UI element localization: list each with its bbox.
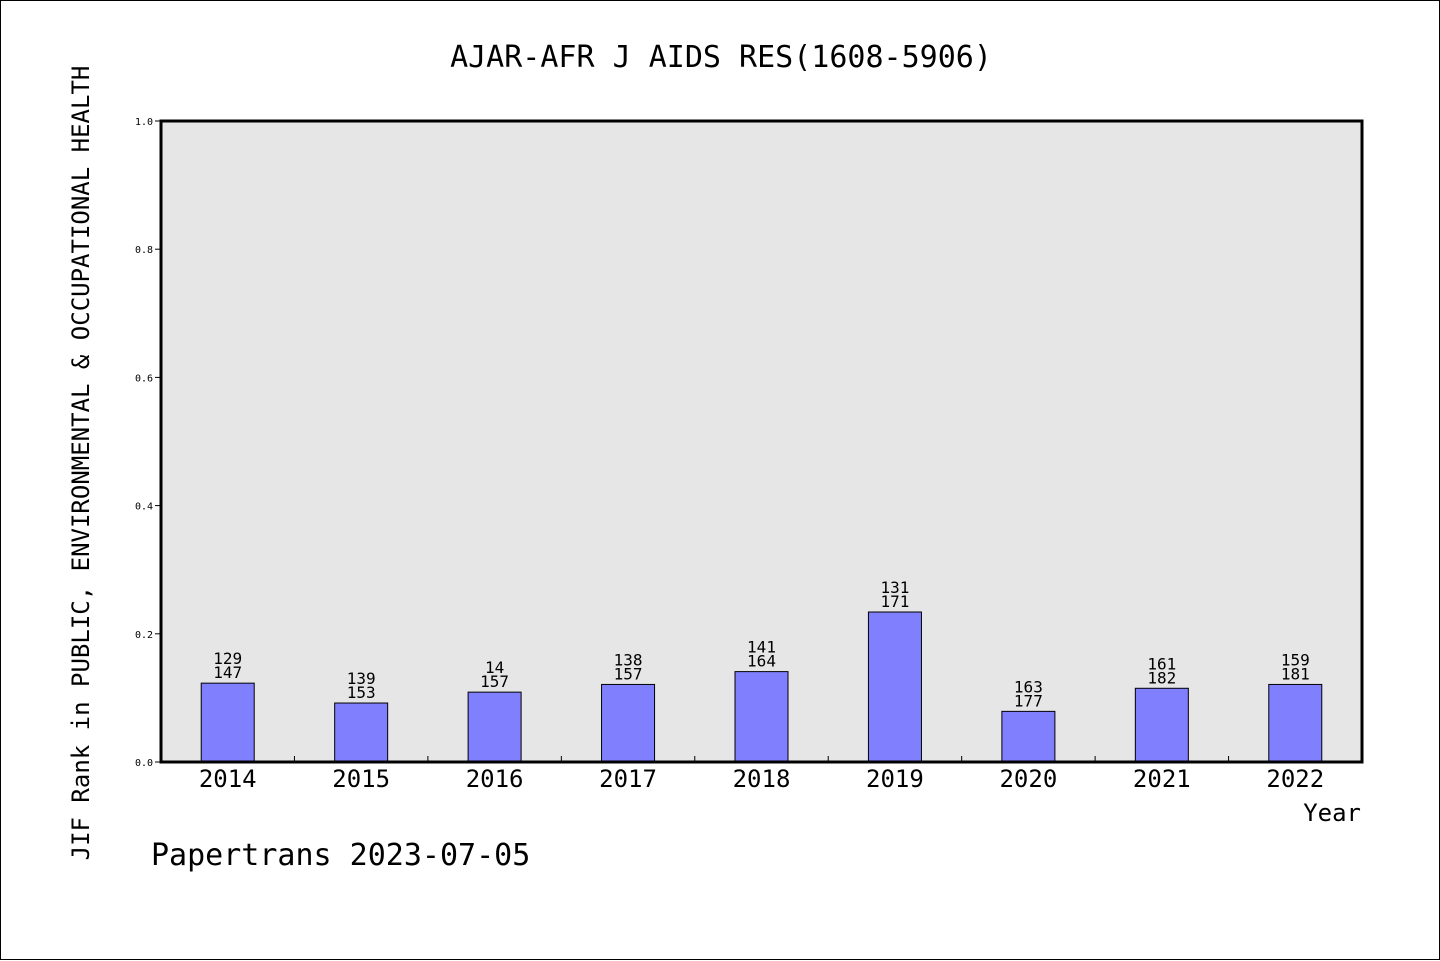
x-tick-label: 2015: [332, 765, 390, 793]
bars: [200, 611, 1323, 763]
x-tick-label: 2022: [1266, 765, 1324, 793]
y-tick-label: 1.0: [135, 117, 153, 128]
plot-area: [161, 121, 1362, 762]
bar-label-total: 153: [347, 683, 376, 702]
x-tick-label: 2018: [733, 765, 791, 793]
y-axis-ticks: 0.0 0.2 0.4 0.6 0.8 1.0: [135, 117, 161, 769]
x-tick-label: 2016: [466, 765, 524, 793]
bar-label-rank: 141: [747, 638, 776, 657]
bar: [867, 611, 922, 763]
plot-border: [159, 119, 1364, 764]
y-axis-label: JIF Rank in PUBLIC, ENVIRONMENTAL & OCCU…: [67, 66, 95, 861]
x-axis-ticks: 2014 2015 2016 2017 2018 2019 2020 2021 2022: [199, 756, 1324, 793]
x-axis-label: Year: [1303, 799, 1361, 827]
y-tick-label: 0.2: [135, 630, 153, 641]
bar-label-rank: 138: [614, 650, 643, 669]
bar: [467, 691, 522, 763]
y-tick-label: 0.8: [135, 245, 153, 256]
x-tick-label: 2019: [866, 765, 924, 793]
bar-label-rank: 131: [880, 578, 909, 597]
chart-title: AJAR-AFR J AIDS RES(1608-5906): [450, 40, 992, 75]
bar-label-total: 182: [1147, 668, 1176, 687]
y-tick-label: 0.4: [135, 502, 153, 513]
bar-label-rank: 14: [485, 658, 504, 677]
bar-label-total: 177: [1014, 691, 1043, 710]
bar-label-rank: 139: [347, 669, 376, 688]
x-tick-label: 2014: [199, 765, 257, 793]
y-tick-label: 0.6: [135, 373, 153, 384]
bar: [1001, 710, 1056, 763]
bar-label-total: 157: [614, 664, 643, 683]
bar: [1268, 683, 1323, 763]
x-tick-label: 2021: [1133, 765, 1191, 793]
bar-label-rank: 161: [1147, 654, 1176, 673]
bar: [1134, 687, 1189, 763]
footer-watermark: Papertrans 2023-07-05: [151, 838, 530, 873]
bar-label-rank: 159: [1281, 650, 1310, 669]
bar-label-rank: 129: [213, 649, 242, 668]
x-tick-label: 2017: [599, 765, 657, 793]
bar-label-total: 181: [1281, 664, 1310, 683]
bar: [734, 671, 789, 763]
bar-label-total: 171: [880, 592, 909, 611]
bar-label-total: 164: [747, 652, 776, 671]
bar: [334, 702, 389, 763]
bar: [601, 683, 656, 763]
x-tick-label: 2020: [999, 765, 1057, 793]
bar-label-total: 147: [213, 663, 242, 682]
bar-label-total: 157: [480, 672, 509, 691]
y-tick-label: 0.0: [135, 758, 153, 769]
bar-label-rank: 163: [1014, 677, 1043, 696]
bar: [200, 682, 255, 763]
